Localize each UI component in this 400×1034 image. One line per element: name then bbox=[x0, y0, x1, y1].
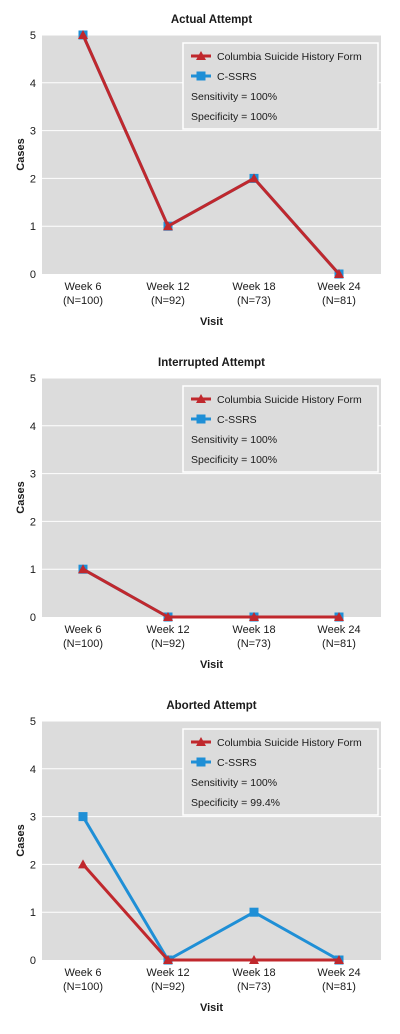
data-point-triangle bbox=[78, 564, 88, 574]
x-tick-label: Week 6 bbox=[64, 281, 101, 293]
y-axis-label: Cases bbox=[15, 138, 27, 170]
y-tick-label: 3 bbox=[30, 126, 36, 138]
x-tick-label: Week 6 bbox=[64, 967, 101, 979]
legend-label: C-SSRS bbox=[217, 757, 257, 769]
data-point-triangle bbox=[163, 955, 173, 964]
data-point-triangle bbox=[249, 173, 259, 183]
legend-marker-square bbox=[196, 414, 206, 424]
legend-box bbox=[182, 385, 379, 473]
x-tick-label: Week 18 bbox=[232, 281, 275, 293]
chart-panel: Interrupted Attempt 0 1 2 3 4 5 Week 6 (N=100) We… bbox=[0, 343, 400, 691]
y-tick-label: 4 bbox=[30, 764, 36, 776]
y-tick-label: 5 bbox=[30, 30, 36, 42]
y-tick-label: 2 bbox=[30, 859, 36, 871]
x-tick-sublabel: (N=100) bbox=[63, 981, 103, 993]
legend-annotation: Specificity = 99.4% bbox=[191, 797, 280, 809]
x-tick-sublabel: (N=73) bbox=[237, 295, 271, 307]
legend-label: Columbia Suicide History Form bbox=[217, 737, 362, 749]
x-axis-label: Visit bbox=[200, 316, 223, 328]
x-tick-sublabel: (N=73) bbox=[237, 981, 271, 993]
chart-svg: Aborted Attempt 0 1 2 3 4 5 Week 6 (N=100) Week 1… bbox=[15, 700, 381, 1014]
legend-label: Columbia Suicide History Form bbox=[217, 394, 362, 406]
data-point-square bbox=[249, 907, 259, 917]
x-tick-label: Week 12 bbox=[146, 281, 189, 293]
legend-label: Columbia Suicide History Form bbox=[217, 51, 362, 63]
y-tick-label: 5 bbox=[30, 373, 36, 385]
data-point-triangle bbox=[163, 221, 173, 231]
y-tick-label: 3 bbox=[30, 812, 36, 824]
data-point-triangle bbox=[334, 955, 344, 964]
x-tick-label: Week 24 bbox=[317, 624, 360, 636]
x-axis-label: Visit bbox=[200, 1002, 223, 1014]
chart-panel: Actual Attempt 0 1 2 3 4 5 Week 6 (N=100) Week 12… bbox=[0, 0, 400, 348]
x-tick-label: Week 6 bbox=[64, 624, 101, 636]
legend-marker-triangle bbox=[196, 737, 206, 746]
legend-marker-square bbox=[196, 71, 206, 81]
legend-marker-triangle bbox=[196, 51, 206, 60]
x-tick-sublabel: (N=81) bbox=[322, 295, 356, 307]
data-point-triangle bbox=[249, 612, 259, 621]
y-tick-label: 2 bbox=[30, 516, 36, 528]
chart-title: Actual Attempt bbox=[171, 14, 253, 26]
y-axis-label: Cases bbox=[15, 481, 27, 513]
y-tick-label: 2 bbox=[30, 173, 36, 185]
series-line bbox=[82, 567, 339, 619]
data-point-triangle bbox=[334, 612, 344, 621]
y-tick-label: 0 bbox=[30, 955, 36, 967]
chart-title: Aborted Attempt bbox=[166, 700, 256, 712]
legend-annotation: Specificity = 100% bbox=[191, 454, 277, 466]
series-line bbox=[81, 815, 340, 962]
legend-label: C-SSRS bbox=[217, 414, 257, 426]
data-point-square bbox=[78, 812, 88, 822]
x-tick-sublabel: (N=100) bbox=[63, 638, 103, 650]
y-tick-label: 1 bbox=[30, 564, 36, 576]
x-tick-sublabel: (N=81) bbox=[322, 981, 356, 993]
x-tick-label: Week 12 bbox=[146, 967, 189, 979]
legend-annotation: Sensitivity = 100% bbox=[191, 91, 277, 103]
x-tick-label: Week 24 bbox=[317, 967, 360, 979]
legend-marker-triangle bbox=[196, 394, 206, 403]
x-tick-label: Week 12 bbox=[146, 624, 189, 636]
legend-box bbox=[182, 42, 379, 130]
x-tick-sublabel: (N=73) bbox=[237, 638, 271, 650]
y-tick-label: 4 bbox=[30, 78, 36, 90]
chart-panel: Aborted Attempt 0 1 2 3 4 5 Week 6 (N=100) Week 1… bbox=[0, 686, 400, 1034]
x-tick-sublabel: (N=81) bbox=[322, 638, 356, 650]
chart-svg: Actual Attempt 0 1 2 3 4 5 Week 6 (N=100) Week 12… bbox=[15, 14, 381, 328]
x-tick-sublabel: (N=100) bbox=[63, 295, 103, 307]
data-point-triangle bbox=[78, 30, 88, 39]
chart-svg: Interrupted Attempt 0 1 2 3 4 5 Week 6 (N=100) We… bbox=[15, 357, 381, 671]
x-tick-sublabel: (N=92) bbox=[151, 295, 185, 307]
data-point-triangle bbox=[334, 269, 344, 278]
x-tick-sublabel: (N=92) bbox=[151, 638, 185, 650]
y-tick-label: 0 bbox=[30, 612, 36, 624]
y-tick-label: 1 bbox=[30, 907, 36, 919]
chart-title: Interrupted Attempt bbox=[158, 357, 265, 369]
x-tick-label: Week 18 bbox=[232, 967, 275, 979]
series-line bbox=[81, 34, 341, 275]
x-axis-label: Visit bbox=[200, 659, 223, 671]
data-point-triangle bbox=[78, 859, 88, 869]
legend-label: C-SSRS bbox=[217, 71, 257, 83]
y-axis-label: Cases bbox=[15, 824, 27, 856]
legend-box bbox=[182, 728, 379, 816]
y-tick-label: 3 bbox=[30, 469, 36, 481]
legend-annotation: Specificity = 100% bbox=[191, 111, 277, 123]
legend-annotation: Sensitivity = 100% bbox=[191, 434, 277, 446]
y-tick-label: 1 bbox=[30, 221, 36, 233]
x-tick-label: Week 18 bbox=[232, 624, 275, 636]
data-point-triangle bbox=[163, 612, 173, 621]
y-tick-label: 4 bbox=[30, 421, 36, 433]
series-line bbox=[81, 863, 339, 962]
x-tick-sublabel: (N=92) bbox=[151, 981, 185, 993]
legend-marker-square bbox=[196, 757, 206, 767]
legend-annotation: Sensitivity = 100% bbox=[191, 777, 277, 789]
x-tick-label: Week 24 bbox=[317, 281, 360, 293]
data-point-triangle bbox=[249, 955, 259, 964]
y-tick-label: 5 bbox=[30, 716, 36, 728]
y-tick-label: 0 bbox=[30, 269, 36, 281]
